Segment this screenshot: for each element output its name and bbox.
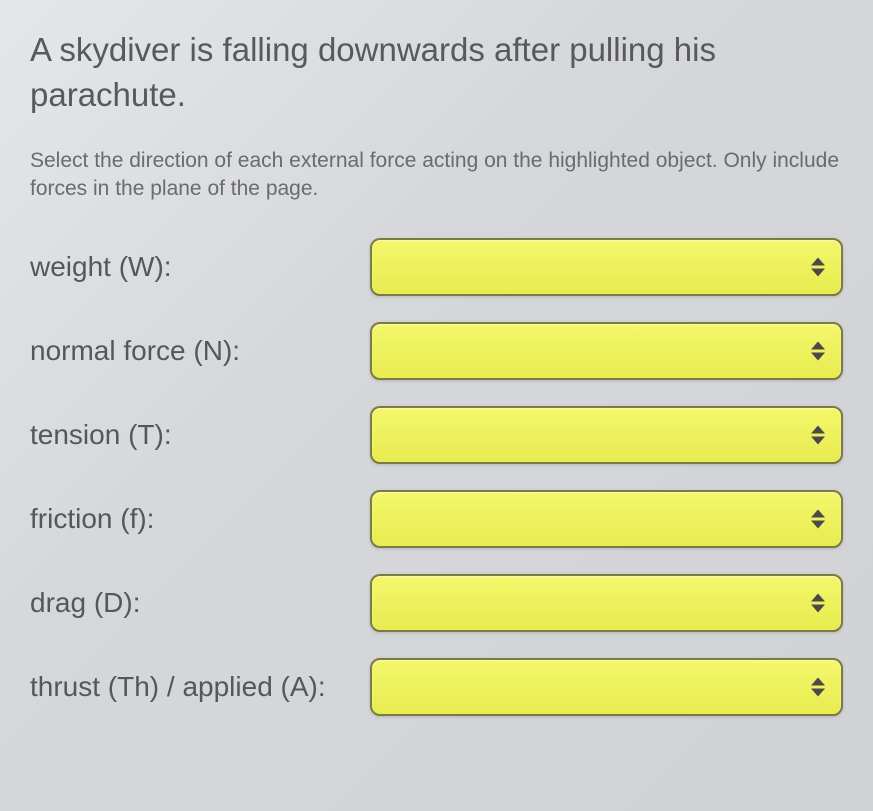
force-row-thrust: thrust (Th) / applied (A):: [30, 658, 843, 716]
select-wrap: [370, 574, 843, 632]
force-label-weight: weight (W):: [30, 249, 370, 284]
tension-select[interactable]: [370, 406, 843, 464]
select-wrap: [370, 406, 843, 464]
forces-list: weight (W): normal force (N): tension (T…: [30, 238, 843, 716]
select-wrap: [370, 490, 843, 548]
question-title: A skydiver is falling downwards after pu…: [30, 28, 843, 117]
friction-select[interactable]: [370, 490, 843, 548]
force-row-normal: normal force (N):: [30, 322, 843, 380]
question-instruction: Select the direction of each external fo…: [30, 147, 843, 204]
normal-force-select[interactable]: [370, 322, 843, 380]
force-label-normal: normal force (N):: [30, 333, 370, 368]
select-wrap: [370, 322, 843, 380]
force-row-drag: drag (D):: [30, 574, 843, 632]
force-row-friction: friction (f):: [30, 490, 843, 548]
select-wrap: [370, 658, 843, 716]
force-row-weight: weight (W):: [30, 238, 843, 296]
force-label-drag: drag (D):: [30, 585, 370, 620]
force-label-thrust: thrust (Th) / applied (A):: [30, 669, 370, 704]
weight-select[interactable]: [370, 238, 843, 296]
drag-select[interactable]: [370, 574, 843, 632]
thrust-applied-select[interactable]: [370, 658, 843, 716]
force-label-tension: tension (T):: [30, 417, 370, 452]
force-row-tension: tension (T):: [30, 406, 843, 464]
force-label-friction: friction (f):: [30, 501, 370, 536]
select-wrap: [370, 238, 843, 296]
